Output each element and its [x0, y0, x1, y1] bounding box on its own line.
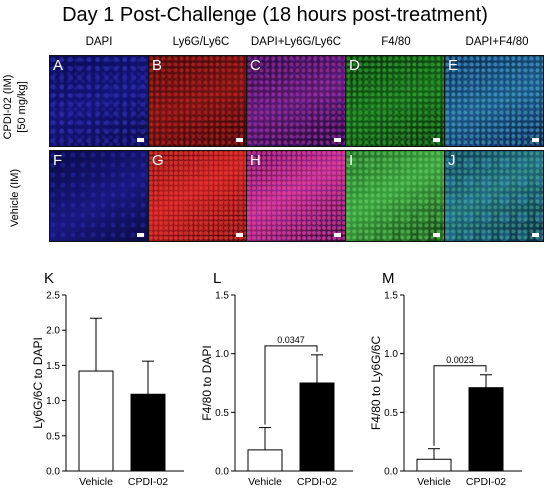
- y-tick-label: 0.0: [215, 467, 229, 478]
- row-label-vehicle: Vehicle (IM): [8, 148, 24, 248]
- scale-bar: [532, 233, 539, 237]
- scale-bar: [433, 233, 440, 237]
- y-tick-label: 1.0: [215, 349, 229, 360]
- y-tick-label: 2.0: [46, 326, 60, 337]
- panel-letter: I: [349, 152, 354, 169]
- y-axis-label: F4/80 to DAPI: [200, 345, 214, 420]
- x-tick-label: Vehicle: [417, 476, 451, 488]
- x-tick-label: Vehicle: [79, 476, 113, 488]
- chart-letter-l: L: [213, 270, 222, 287]
- row-label-cpdi: CPDI-02 (IM) [50 mg/kg]: [1, 57, 31, 157]
- significance-bracket: [433, 365, 487, 446]
- x-tick-label: CPDI-02: [466, 476, 506, 488]
- micrograph-i: I: [345, 150, 445, 242]
- x-tick-label: CPDI-02: [128, 476, 168, 488]
- column-label-dapi-ly6g: DAPI+Ly6G/Ly6C: [250, 36, 342, 48]
- bar-vehicle: [247, 449, 283, 472]
- panel-letter: C: [250, 57, 261, 74]
- panel-letter: A: [53, 57, 64, 74]
- panel-letter: J: [448, 152, 456, 169]
- y-tick-label: 1.5: [215, 291, 229, 302]
- p-value-label: 0.0347: [277, 335, 305, 345]
- y-tick-label: 1.5: [384, 291, 398, 302]
- y-tick-label: 0.5: [215, 408, 229, 419]
- x-tick-label: Vehicle: [248, 476, 282, 488]
- chart-letter-m: M: [382, 270, 395, 287]
- panel-letter: F: [53, 152, 63, 169]
- y-tick-label: 2.5: [46, 291, 60, 302]
- bar-cpdi-02: [468, 387, 504, 472]
- micrograph-c: C: [246, 55, 346, 147]
- significance-bracket: [264, 345, 318, 425]
- bar-vehicle: [78, 370, 114, 472]
- row-label-cpdi-line1: CPDI-02 (IM): [2, 74, 14, 140]
- x-tick-label: CPDI-02: [297, 476, 337, 488]
- column-label-ly6g: Ly6G/Ly6C: [172, 36, 230, 48]
- panel-letter: G: [152, 152, 164, 169]
- y-tick-label: 0.0: [384, 467, 398, 478]
- bar-chart-ly6g-to-dapi: Ly6G/6C to DAPI 0.0 0.5 1.0 1.5 2.0 2.5 Vehicle…: [31, 291, 184, 488]
- bar-vehicle: [416, 458, 452, 472]
- y-axis-label: F4/80 to Ly6G/6C: [369, 336, 383, 431]
- scale-bar: [334, 233, 341, 237]
- panel-letter: B: [152, 57, 163, 74]
- bar-chart-f480-to-ly6g: F4/80 to Ly6G/6C 0.0 0.5 1.0 1.5 Vehicle CPDI-…: [369, 291, 522, 488]
- y-tick-label: 1.0: [46, 396, 60, 407]
- micrograph-b: B: [148, 55, 248, 147]
- micrograph-g: G: [148, 150, 248, 242]
- scale-bar: [236, 233, 243, 237]
- scale-bar: [137, 138, 144, 142]
- y-axis-label: Ly6G/6C to DAPI: [31, 337, 45, 429]
- panel-letter: H: [250, 152, 261, 169]
- column-label-dapi: DAPI: [85, 36, 113, 48]
- scale-bar: [433, 138, 440, 142]
- micrograph-j: J: [444, 150, 544, 242]
- micrograph-e: E: [444, 55, 544, 147]
- chart-letter-k: K: [44, 270, 55, 287]
- figure-title: Day 1 Post-Challenge (18 hours post-trea…: [62, 4, 488, 26]
- p-value-label: 0.0023: [446, 355, 474, 365]
- bar-cpdi-02: [299, 382, 335, 472]
- bar-cpdi-02: [130, 393, 166, 472]
- column-label-f480: F4/80: [381, 36, 411, 48]
- micrograph-f: F: [49, 150, 149, 242]
- y-tick-label: 0.5: [384, 408, 398, 419]
- y-tick-label: 0.5: [46, 431, 60, 442]
- scale-bar: [532, 138, 539, 142]
- scale-bar: [236, 138, 243, 142]
- micrograph-a: A: [49, 55, 149, 147]
- micrograph-h: H: [246, 150, 346, 242]
- panel-letter: E: [448, 57, 459, 74]
- y-tick-label: 1.5: [46, 361, 60, 372]
- scale-bar: [334, 138, 341, 142]
- row-label-vehicle-line1: Vehicle (IM): [9, 168, 21, 228]
- micrograph-d: D: [345, 55, 445, 147]
- y-tick-label: 1.0: [384, 349, 398, 360]
- scale-bar: [137, 233, 144, 237]
- bar-chart-f480-to-dapi: F4/80 to DAPI 0.0 0.5 1.0 1.5 Vehicle CPDI-02 0…: [200, 291, 353, 488]
- y-tick-label: 0.0: [46, 467, 60, 478]
- row-label-cpdi-line2: [50 mg/kg]: [16, 81, 28, 133]
- column-label-dapi-f480: DAPI+F4/80: [465, 36, 529, 48]
- panel-letter: D: [349, 57, 360, 74]
